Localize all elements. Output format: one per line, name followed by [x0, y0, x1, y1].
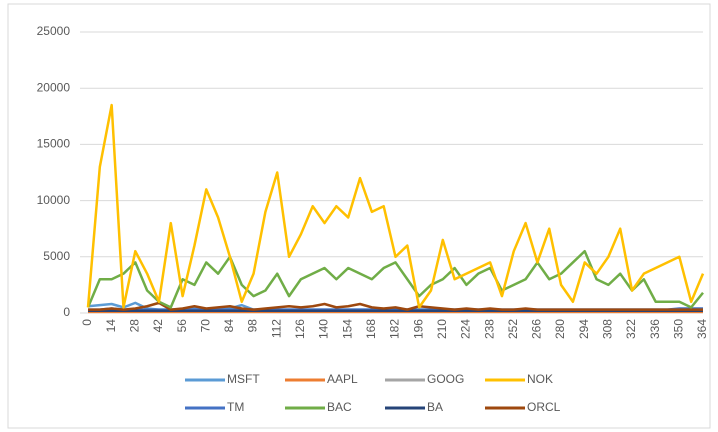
x-tick-label: 350 [672, 319, 686, 339]
y-tick-label: 25000 [37, 24, 71, 38]
legend-label: ORCL [527, 400, 561, 414]
legend-label: TM [227, 400, 244, 414]
y-tick-label: 20000 [37, 80, 71, 94]
x-tick-label: 308 [601, 319, 615, 339]
x-tick-label: 70 [198, 319, 212, 333]
legend-label: BA [427, 400, 443, 414]
x-tick-label: 182 [388, 319, 402, 339]
legend-label: MSFT [227, 372, 260, 386]
x-tick-label: 112 [269, 319, 283, 338]
series-line [86, 249, 704, 309]
x-tick-label: 322 [624, 319, 638, 339]
x-tick-label: 42 [151, 319, 165, 333]
x-tick-label: 336 [648, 319, 662, 339]
x-tick-label: 280 [553, 319, 567, 339]
x-tick-label: 168 [364, 319, 378, 339]
x-tick-label: 98 [246, 319, 260, 333]
x-tick-label: 252 [506, 319, 520, 339]
legend-label: NOK [527, 372, 553, 386]
y-tick-label: 5000 [43, 249, 70, 263]
x-tick-label: 14 [104, 319, 118, 333]
x-tick-label: 238 [482, 319, 496, 339]
x-tick-label: 56 [175, 319, 189, 333]
x-tick-label: 154 [340, 319, 354, 339]
x-tick-label: 126 [293, 319, 307, 339]
x-tick-label: 84 [222, 319, 236, 333]
x-tick-label: 196 [411, 319, 425, 339]
chart-frame [7, 3, 711, 429]
x-tick-label: 28 [127, 319, 141, 333]
y-tick-label: 0 [63, 305, 70, 319]
legend-label: AAPL [327, 372, 358, 386]
y-tick-label: 15000 [37, 137, 71, 151]
x-tick-label: 294 [577, 319, 591, 339]
legend-label: GOOG [427, 372, 464, 386]
series-line [88, 301, 703, 311]
y-tick-label: 10000 [37, 193, 71, 207]
x-tick-label: 266 [530, 319, 544, 339]
x-tick-label: 0 [80, 319, 94, 326]
legend-label: BAC [327, 400, 352, 414]
x-tick-label: 210 [435, 319, 449, 339]
x-tick-label: 224 [459, 319, 473, 339]
x-tick-label: 140 [317, 319, 331, 339]
series-line [86, 103, 705, 309]
x-tick-label: 364 [695, 319, 709, 339]
